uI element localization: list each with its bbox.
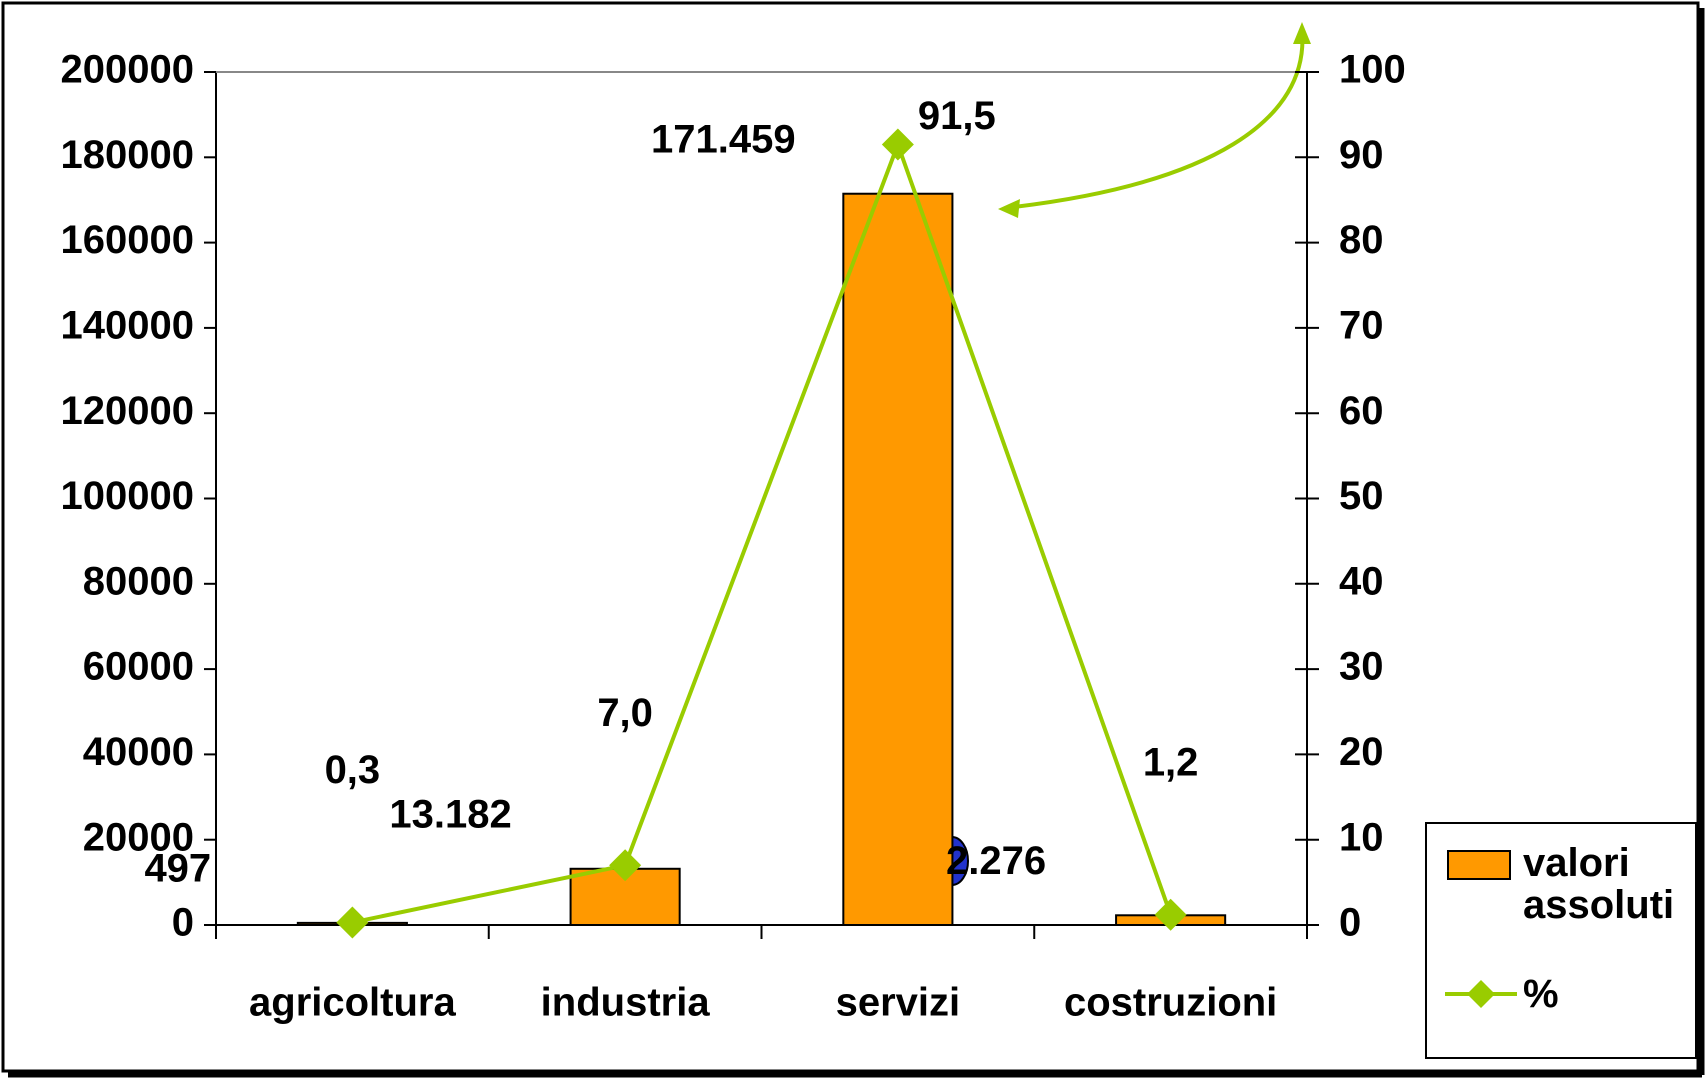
y-tick-label: 160000 <box>61 218 194 262</box>
y2-tick-label: 80 <box>1339 218 1384 262</box>
line-marker <box>609 849 642 882</box>
y-tick-label: 180000 <box>61 133 194 177</box>
line-value-label: 1,2 <box>1143 740 1199 784</box>
legend-swatch <box>1445 980 1517 1008</box>
arrow-head <box>998 199 1020 218</box>
y2-tick-label: 50 <box>1339 474 1384 518</box>
line <box>351 138 1173 925</box>
y-tick-label: 200000 <box>61 48 194 92</box>
y2-tick-label: 60 <box>1339 389 1384 433</box>
annotation-arrow <box>1004 29 1305 210</box>
y-tick-label: 120000 <box>61 389 194 433</box>
y2-tick-label: 70 <box>1339 303 1384 347</box>
y-tick-label: 80000 <box>83 559 194 603</box>
line-marker <box>881 128 914 161</box>
x-tick-label: servizi <box>836 981 961 1025</box>
y-tick-label: 140000 <box>61 303 194 347</box>
y-tick-label: 0 <box>172 901 194 945</box>
y2-tick-label: 30 <box>1339 645 1384 689</box>
y2-tick-label: 20 <box>1339 730 1384 774</box>
legend-label: valori assoluti <box>1523 841 1675 927</box>
bar-value-label: 2.276 <box>946 839 1046 883</box>
legend-marker <box>1467 980 1495 1008</box>
legend-swatch <box>1447 850 1511 880</box>
y2-tick-label: 40 <box>1339 559 1384 603</box>
line-value-label: 91,5 <box>918 94 996 138</box>
line-value-label: 0,3 <box>325 748 381 792</box>
bar-value-label: 13.182 <box>389 792 511 836</box>
y-tick-label: 20000 <box>83 815 194 859</box>
y-tick-label: 100000 <box>61 474 194 518</box>
y-tick-label: 40000 <box>83 730 194 774</box>
line-marker <box>336 906 369 939</box>
legend-label: % <box>1523 972 1559 1016</box>
bar <box>842 192 954 927</box>
y-tick-label: 60000 <box>83 645 194 689</box>
line-marker <box>1154 898 1187 931</box>
arrow-head <box>1293 22 1311 44</box>
y2-tick-label: 90 <box>1339 133 1384 177</box>
x-tick-label: costruzioni <box>1064 981 1277 1025</box>
bar-value-label: 171.459 <box>651 117 796 161</box>
y2-tick-label: 10 <box>1339 815 1384 859</box>
bar-value-label: 497 <box>144 846 211 890</box>
y2-tick-label: 0 <box>1339 901 1361 945</box>
y2-tick-label: 100 <box>1339 48 1406 92</box>
line-value-label: 7,0 <box>597 691 653 735</box>
x-tick-label: industria <box>541 981 711 1025</box>
legend: valori assoluti % <box>1425 822 1697 1059</box>
x-tick-label: agricoltura <box>249 981 456 1025</box>
